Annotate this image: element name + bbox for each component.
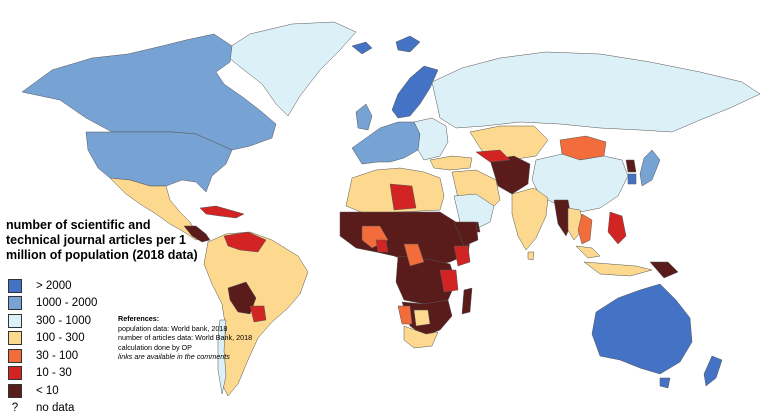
no-data-symbol: ? [11, 402, 19, 415]
region-chile [217, 319, 227, 395]
references-note: links are available in the comments [118, 352, 230, 362]
region-tanzania [439, 269, 459, 293]
legend-swatch [8, 331, 22, 346]
legend-no-data: ? no data [8, 400, 97, 418]
legend-item: 1000 - 2000 [8, 295, 97, 313]
region-libya [389, 183, 417, 211]
region-uk [355, 103, 373, 131]
region-caribbean [199, 205, 245, 219]
region-iceland [351, 41, 373, 55]
region-afghanistan-pakistan [489, 155, 531, 195]
legend: > 2000 1000 - 2000 300 - 1000 100 - 300 … [8, 277, 97, 417]
region-svalbard [395, 35, 421, 53]
legend-label: 1000 - 2000 [36, 297, 98, 310]
region-namibia [397, 305, 413, 325]
region-south-africa [403, 325, 439, 349]
legend-label: 100 - 300 [36, 332, 85, 345]
region-venezuela [223, 231, 267, 253]
legend-label: 30 - 100 [36, 349, 79, 362]
region-cameroon [403, 243, 425, 267]
region-india [511, 187, 549, 251]
legend-item: > 2000 [8, 277, 97, 295]
region-usa [85, 131, 233, 193]
legend-swatch [8, 313, 22, 328]
region-south-korea [627, 173, 637, 185]
region-japan [639, 149, 661, 187]
region-paraguay [249, 305, 267, 323]
region-central-asia [475, 149, 511, 163]
legend-swatch [8, 348, 22, 363]
region-central-america [183, 225, 211, 243]
legend-item: 10 - 30 [8, 365, 97, 383]
region-scandinavia [391, 65, 439, 119]
reference-line: number of articles data: World Bank, 201… [118, 333, 253, 343]
no-data-label: no data [36, 402, 75, 415]
region-russia [431, 51, 761, 133]
legend-swatch [8, 296, 22, 311]
legend-item: 100 - 300 [8, 330, 97, 348]
region-papua-new-guinea [649, 261, 679, 279]
legend-title: number of scientific and technical journ… [6, 218, 198, 262]
region-greenland [221, 21, 357, 117]
region-bolivia [227, 281, 257, 315]
region-ethiopia [453, 221, 479, 247]
region-indonesia [583, 261, 653, 277]
region-ghana [375, 239, 389, 253]
region-malaysia [575, 245, 601, 259]
reference-line: calculation done by OP [118, 342, 192, 352]
legend-swatch [8, 366, 22, 381]
references: References: population data: World bank,… [118, 314, 318, 362]
region-turkey [429, 155, 473, 171]
legend-label: < 10 [36, 384, 59, 397]
legend-item: < 10 [8, 382, 97, 400]
legend-item: 30 - 100 [8, 347, 97, 365]
reference-line: population data: World bank, 2018 [118, 323, 228, 333]
region-australia [591, 283, 693, 375]
legend-label: > 2000 [36, 279, 72, 292]
region-north-korea [625, 159, 637, 173]
region-eastern-europe [413, 117, 449, 161]
region-botswana [413, 309, 431, 327]
region-kenya [453, 245, 471, 267]
region-sri-lanka [527, 251, 535, 261]
region-tasmania [659, 377, 671, 389]
region-sahel [339, 211, 471, 267]
references-heading: References: [118, 314, 160, 323]
legend-swatch [8, 383, 22, 398]
region-vietnam [577, 213, 593, 245]
legend-label: 10 - 30 [36, 367, 72, 380]
legend-swatch [8, 278, 22, 293]
legend-item: 300 - 1000 [8, 312, 97, 330]
legend-label: 300 - 1000 [36, 314, 91, 327]
region-philippines [607, 211, 627, 245]
region-new-zealand [703, 355, 723, 387]
region-madagascar [461, 287, 473, 315]
